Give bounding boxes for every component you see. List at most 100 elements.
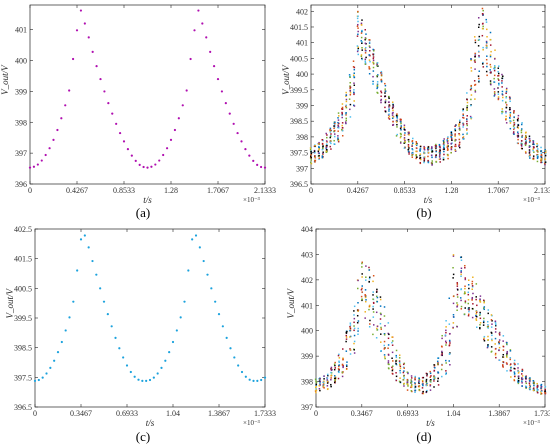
data-point [398,360,401,362]
data-point [509,349,512,351]
data-point [349,108,351,111]
data-point [494,328,497,330]
data-point [450,134,452,136]
data-point [505,115,507,118]
x-tick-label: 1.04 [446,409,460,418]
data-point [318,387,321,390]
data-point [427,148,430,150]
data-point [544,162,546,165]
data-point [471,285,474,287]
data-point [441,350,443,353]
data-point [479,300,481,303]
x-tick-label: 1.04 [166,409,180,418]
data-point [520,373,523,375]
data-point [240,140,243,143]
data-point [525,382,528,385]
data-point [360,40,363,42]
data-point [462,108,465,110]
data-point [411,144,413,147]
data-point [471,298,473,300]
data-point [434,367,436,369]
data-point [494,66,496,69]
data-point [450,142,452,145]
data-point [395,375,398,378]
data-point [517,127,520,129]
data-point [494,322,497,324]
data-point [521,147,523,150]
data-point [348,74,351,76]
data-point [334,121,336,124]
data-point [326,144,328,147]
data-point [486,326,489,328]
data-point [357,46,359,48]
data-point [338,368,340,371]
data-point [475,311,478,314]
data-point [337,121,339,124]
data-point [87,246,90,249]
data-point [536,145,538,148]
data-point [391,114,394,116]
data-point [314,156,316,159]
data-point [418,378,421,381]
data-point [502,366,504,368]
data-point [429,379,432,381]
data-point [326,388,329,391]
data-point [345,332,348,334]
data-point [338,371,340,374]
data-point [341,135,344,137]
data-point [524,136,527,139]
data-point [383,344,386,347]
data-point [330,383,332,386]
data-point [133,375,136,378]
data-point [505,92,507,95]
data-point [406,371,409,373]
data-point [481,23,484,25]
data-point [482,13,484,15]
data-point [388,118,391,120]
data-point [467,279,470,281]
data-point [440,368,443,371]
data-point [333,127,335,130]
data-point [329,127,332,130]
data-point [441,353,443,355]
data-point [491,320,493,322]
data-point [323,382,325,385]
data-point [462,137,464,139]
data-point [505,104,508,106]
data-point [407,139,410,141]
data-point [388,101,390,103]
data-point [345,336,348,338]
data-point [529,145,531,148]
data-point [329,129,331,131]
data-point [482,25,484,28]
data-point [379,318,382,320]
data-point [372,70,375,72]
data-point [501,108,504,110]
x-tick-label: 1.28 [164,186,178,195]
data-point [498,349,500,351]
data-point [407,148,409,151]
data-point [337,127,340,129]
data-point [337,354,340,357]
data-point [483,299,485,302]
data-point [512,131,515,133]
data-point [379,322,382,325]
data-point [322,147,324,149]
data-point [513,378,515,381]
data-point [473,84,476,86]
data-point [469,115,472,118]
data-point [466,92,468,94]
data-point [400,125,402,127]
data-point [391,351,394,354]
data-point [455,124,457,127]
data-point [493,58,496,60]
subfigure-caption: (d) [416,429,431,444]
data-point [361,29,363,32]
data-point [489,44,492,46]
data-point [330,374,332,377]
data-point [410,379,412,381]
data-point [446,147,449,150]
data-point [325,146,328,149]
data-point [387,117,390,119]
data-point [475,312,478,315]
